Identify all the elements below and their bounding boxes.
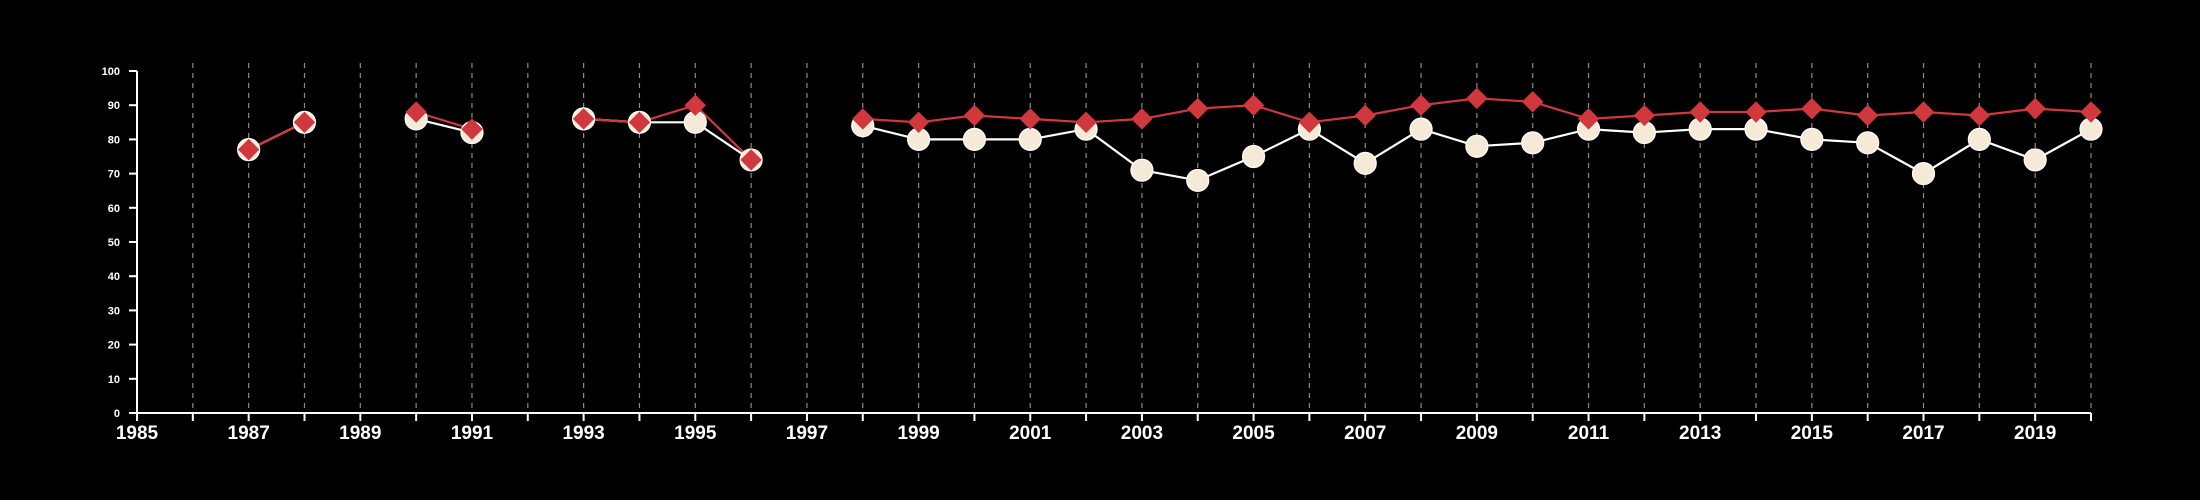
series-2-point — [237, 138, 260, 161]
series-2-point — [1689, 101, 1711, 123]
x-tick-label: 1999 — [897, 423, 939, 444]
y-tick-label: 10 — [108, 374, 120, 386]
series-2-point — [405, 101, 427, 123]
y-tick-label: 30 — [108, 305, 120, 317]
x-tick-label: 2013 — [1679, 423, 1721, 444]
series-2-point — [907, 111, 930, 134]
series-1-point — [1409, 117, 1433, 141]
series-2-point — [2080, 101, 2102, 123]
series-1-point — [962, 127, 987, 151]
series-2-point — [1745, 101, 1767, 123]
series-2-point — [963, 104, 986, 127]
x-tick-label: 2003 — [1121, 423, 1163, 444]
series-1-point — [1130, 158, 1154, 182]
y-tick-label: 50 — [108, 237, 120, 249]
series-2-point — [1577, 108, 1600, 130]
y-tick-label: 70 — [108, 169, 120, 181]
series-2-point — [684, 94, 706, 116]
x-tick-label: 2011 — [1568, 423, 1610, 444]
series-2-point — [1131, 108, 1153, 130]
x-tick-label: 1993 — [562, 423, 604, 444]
series-1-point — [2023, 148, 2047, 172]
series-2-point — [1466, 87, 1488, 110]
series-1-point — [1186, 168, 1210, 193]
x-tick-label: 1995 — [674, 423, 717, 444]
series-1-point — [1800, 127, 1824, 151]
y-tick-label: 60 — [108, 203, 120, 215]
series-2-point — [1856, 104, 1879, 127]
axes: 1985 1987 1989 1991 1993 1995 1997 1999 2001 2003… — [102, 66, 2092, 444]
series-2-point — [1968, 104, 1991, 127]
series-2-point — [852, 108, 874, 130]
series-markers — [237, 87, 2103, 193]
grid-lines — [192, 63, 2092, 413]
x-tick-label: 2017 — [1902, 423, 1944, 444]
series-2-point — [1633, 104, 1656, 127]
series-1-point — [1018, 127, 1042, 151]
series-2-point — [1522, 91, 1544, 113]
x-tick-label: 1985 — [116, 423, 159, 444]
x-tick-label: 1997 — [786, 423, 828, 444]
series-2-point — [1019, 108, 1041, 130]
series-2-point — [628, 111, 651, 134]
series-2-point — [1075, 111, 1097, 134]
y-tick-label: 20 — [108, 340, 120, 352]
series-1-point — [1241, 144, 1266, 169]
series-2-point — [1354, 104, 1376, 127]
y-tick-label: 100 — [102, 66, 120, 78]
series-2-point — [572, 108, 595, 130]
x-tick-label: 1987 — [228, 423, 270, 444]
y-tick-label: 0 — [114, 408, 120, 420]
series-2-point — [461, 118, 483, 140]
x-tick-label: 2005 — [1232, 423, 1275, 444]
y-tick-label: 40 — [108, 271, 120, 283]
x-tick-label: 2015 — [1791, 423, 1834, 444]
y-tick-label: 80 — [108, 134, 120, 146]
series-2-point — [1298, 111, 1321, 134]
series-2-point — [1187, 97, 1209, 120]
series-1-point — [1521, 131, 1545, 155]
series-2-point — [1242, 94, 1265, 116]
x-tick-label: 2019 — [2014, 423, 2056, 444]
series-2-line — [583, 103, 752, 161]
x-tick-label: 1991 — [451, 423, 494, 444]
series-2-point — [740, 149, 762, 171]
series-2-point — [1410, 94, 1432, 116]
series-2-point — [1801, 97, 1823, 120]
x-tick-label: 2007 — [1344, 423, 1386, 444]
series-1-point — [1856, 131, 1880, 155]
series-2-point — [293, 111, 316, 134]
series-1-point — [1911, 162, 1936, 186]
series-1-point — [1465, 134, 1489, 158]
x-tick-label: 2001 — [1009, 423, 1052, 444]
y-tick-label: 90 — [108, 100, 120, 112]
series-2-point — [2024, 97, 2046, 120]
series-2-point — [1912, 101, 1935, 123]
x-tick-label: 1989 — [339, 423, 381, 444]
series-1-point — [1967, 127, 1991, 151]
x-tick-label: 2009 — [1456, 423, 1498, 444]
series-1-point — [1353, 151, 1377, 175]
